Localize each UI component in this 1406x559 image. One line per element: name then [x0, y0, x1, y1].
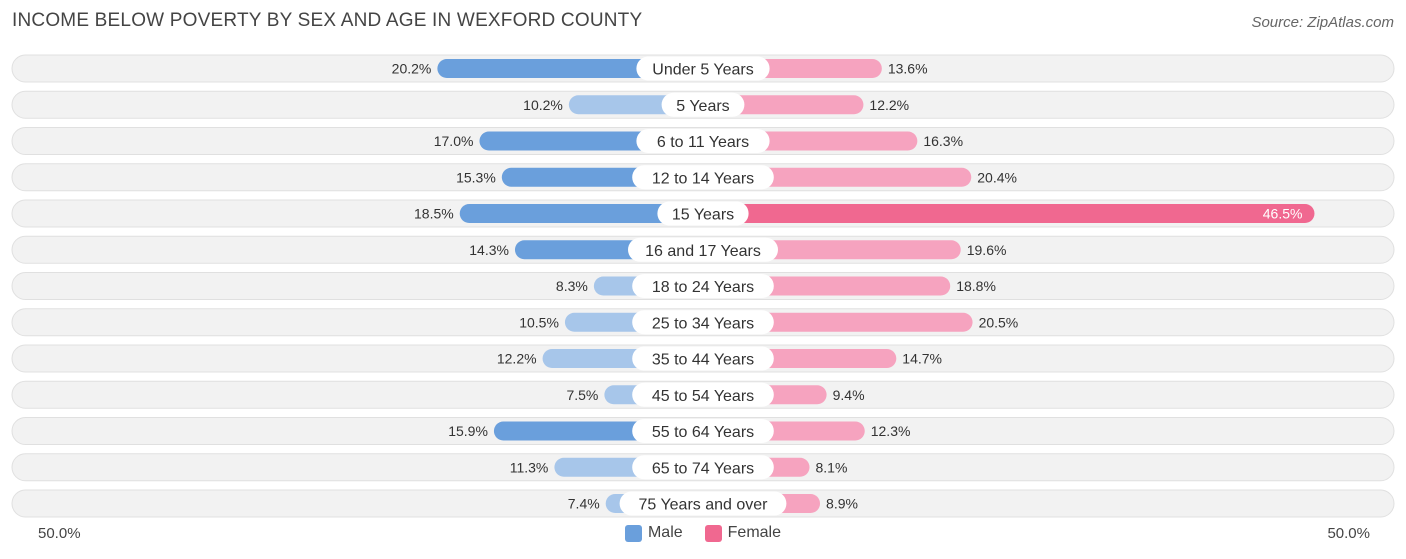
- value-label-female: 9.4%: [833, 387, 865, 403]
- legend-swatch-male: [624, 524, 642, 542]
- value-label-female: 19.6%: [967, 242, 1007, 258]
- value-label-male: 7.4%: [568, 496, 600, 512]
- value-label-male: 14.3%: [469, 242, 509, 258]
- value-label-male: 11.3%: [510, 459, 549, 475]
- category-label: 5 Years: [676, 98, 729, 115]
- value-label-male: 10.5%: [519, 314, 559, 330]
- value-label-female: 18.8%: [956, 278, 996, 294]
- bar-male: [459, 204, 703, 223]
- value-label-male: 8.3%: [556, 278, 588, 294]
- category-label: 16 and 17 Years: [645, 243, 761, 260]
- value-label-male: 10.2%: [523, 97, 563, 113]
- category-label: 65 to 74 Years: [652, 460, 754, 477]
- category-pill: [636, 56, 770, 81]
- category-pill: [636, 129, 770, 153]
- value-label-male: 12.2%: [497, 351, 537, 367]
- legend-item-male[interactable]: Male: [624, 524, 683, 542]
- bar-female: [703, 204, 1315, 223]
- bar-male: [437, 59, 703, 78]
- value-label-male: 18.5%: [414, 206, 454, 222]
- category-pill: [661, 92, 745, 117]
- value-label-female: 8.9%: [826, 496, 858, 512]
- bar-chart: 20.2% 13.6% Under 5 Years 10.2% 12.2% 5 Years…: [11, 54, 1395, 518]
- category-pill: [632, 165, 774, 190]
- category-label: 12 to 14 Years: [652, 170, 754, 187]
- category-label: 18 to 24 Years: [652, 279, 754, 296]
- value-label-male: 17.0%: [434, 133, 474, 149]
- category-pill: [657, 201, 749, 226]
- chart-title: INCOME BELOW POVERTY BY SEX AND AGE IN W…: [12, 10, 643, 31]
- value-label-male: 15.3%: [456, 169, 496, 185]
- value-label-female: 12.3%: [871, 423, 911, 439]
- legend: Male Female: [0, 524, 1406, 542]
- value-label-female: 13.6%: [888, 61, 928, 77]
- value-label-male: 15.9%: [448, 423, 488, 439]
- category-pill: [628, 237, 778, 262]
- category-pill: [632, 310, 774, 335]
- legend-swatch-female: [704, 524, 722, 542]
- value-label-female: 20.4%: [977, 169, 1017, 185]
- value-label-female: 20.5%: [979, 314, 1019, 330]
- category-label: 45 to 54 Years: [652, 388, 754, 405]
- category-pill: [632, 346, 774, 371]
- category-label: 15 Years: [672, 207, 734, 224]
- category-pill: [632, 455, 774, 480]
- axis-right-label: 50.0%: [1327, 525, 1370, 542]
- value-label-female: 14.7%: [902, 351, 942, 367]
- legend-label-female: Female: [727, 524, 782, 541]
- category-label: 75 Years and over: [639, 497, 769, 514]
- category-pill: [619, 491, 787, 516]
- value-label-male: 7.5%: [566, 387, 598, 403]
- category-pill: [632, 382, 774, 407]
- value-label-female: 8.1%: [816, 459, 848, 475]
- legend-item-female[interactable]: Female: [704, 524, 782, 542]
- category-pill: [632, 274, 774, 298]
- category-label: 6 to 11 Years: [657, 134, 749, 151]
- category-label: 55 to 64 Years: [652, 424, 754, 441]
- value-label-female: 16.3%: [923, 133, 963, 149]
- axis-left-label: 50.0%: [38, 525, 81, 542]
- legend-label-male: Male: [647, 524, 683, 541]
- category-pill: [632, 419, 774, 443]
- value-label-female: 12.2%: [869, 97, 909, 113]
- value-label-male: 20.2%: [392, 61, 432, 77]
- value-label-female: 46.5%: [1263, 206, 1303, 222]
- category-label: Under 5 Years: [652, 62, 753, 79]
- category-label: 35 to 44 Years: [652, 352, 754, 369]
- category-label: 25 to 34 Years: [652, 315, 754, 332]
- source-note: Source: ZipAtlas.com: [1251, 14, 1394, 31]
